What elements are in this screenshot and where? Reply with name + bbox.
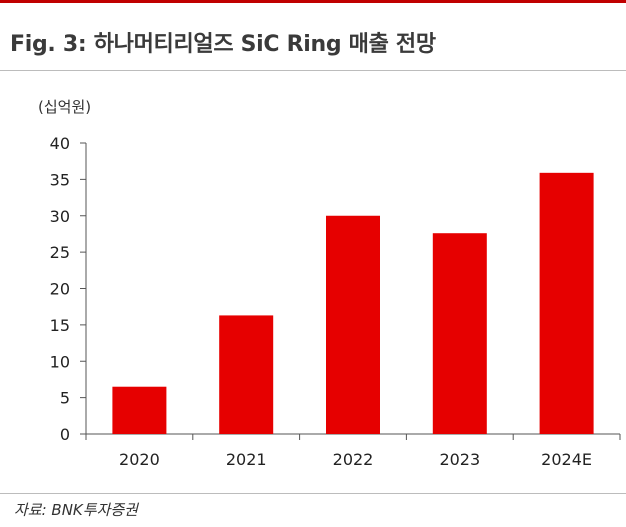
bar-chart: 0 5 10 15 20 25 30 35 40 2020 2021 2022 2023 2024E	[50, 134, 621, 469]
bar-2024e	[539, 172, 594, 434]
chart-title: Fig. 3: 하나머티리얼즈 SiC Ring 매출 전망	[10, 32, 436, 57]
y-tick-label: 25	[50, 243, 70, 262]
y-tick-label: 40	[50, 134, 70, 153]
y-tick-label: 30	[50, 207, 70, 226]
x-tick-label: 2022	[333, 450, 374, 469]
source-divider	[0, 493, 626, 494]
bar-2022	[326, 215, 380, 434]
bar-2020	[112, 386, 167, 434]
y-tick-label: 5	[60, 389, 70, 408]
unit-label: (십억원)	[38, 98, 92, 116]
y-tick-label: 10	[50, 352, 70, 371]
bar-2021	[219, 315, 274, 434]
top-accent-rule	[0, 0, 626, 3]
x-tick-label: 2020	[119, 450, 160, 469]
source-note: 자료: BNK투자증권	[14, 501, 138, 519]
y-tick-label: 15	[50, 316, 70, 335]
y-tick-label: 20	[50, 280, 70, 299]
y-tick-label: 35	[50, 170, 70, 189]
x-tick-label: 2024E	[541, 450, 592, 469]
x-tick-label: 2021	[226, 450, 267, 469]
x-tick-label: 2023	[439, 450, 480, 469]
title-divider	[0, 70, 626, 71]
y-tick-label: 0	[60, 425, 70, 444]
bar-2023	[432, 233, 487, 434]
